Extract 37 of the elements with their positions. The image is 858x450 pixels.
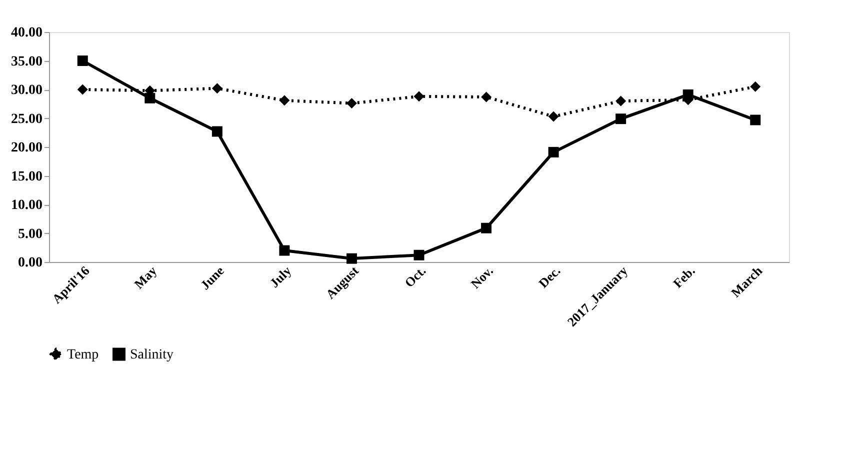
legend-label: Temp bbox=[67, 347, 99, 362]
x-tick-label: Dec. bbox=[536, 263, 564, 291]
point bbox=[548, 146, 559, 158]
y-tick-label: 20.00 bbox=[11, 140, 42, 156]
point bbox=[279, 95, 290, 106]
y-tick-label: 25.00 bbox=[11, 112, 42, 127]
y-tick-label: 35.00 bbox=[11, 54, 42, 70]
point bbox=[548, 111, 559, 122]
y-tick-label: 30.00 bbox=[11, 83, 42, 98]
point bbox=[346, 253, 357, 264]
point bbox=[144, 92, 156, 104]
y-tick-label: 40.00 bbox=[11, 26, 42, 40]
point bbox=[414, 250, 424, 260]
x-tick-label: Nov. bbox=[468, 263, 496, 292]
x-tick-label: May bbox=[131, 262, 160, 292]
point bbox=[481, 92, 492, 102]
point bbox=[212, 83, 222, 94]
point bbox=[279, 245, 290, 256]
x-tick-label: Oct. bbox=[401, 263, 429, 290]
point bbox=[481, 222, 492, 234]
y-tick-label: 10.00 bbox=[11, 198, 42, 213]
legend-label: Salinity bbox=[130, 347, 174, 362]
y-tick-label: 0.00 bbox=[18, 256, 42, 270]
point bbox=[616, 114, 626, 124]
point bbox=[616, 96, 626, 106]
point bbox=[212, 126, 222, 137]
y-tick-label: 15.00 bbox=[11, 169, 42, 184]
x-tick-label: June bbox=[197, 262, 228, 293]
point bbox=[77, 56, 88, 66]
point bbox=[414, 91, 424, 102]
point bbox=[346, 98, 357, 109]
x-tick-label: July bbox=[266, 262, 294, 291]
x-tick-label: Feb. bbox=[670, 263, 698, 291]
y-tick-label: 5.00 bbox=[18, 226, 42, 242]
point bbox=[750, 81, 761, 92]
point bbox=[77, 84, 88, 95]
point bbox=[750, 114, 761, 126]
